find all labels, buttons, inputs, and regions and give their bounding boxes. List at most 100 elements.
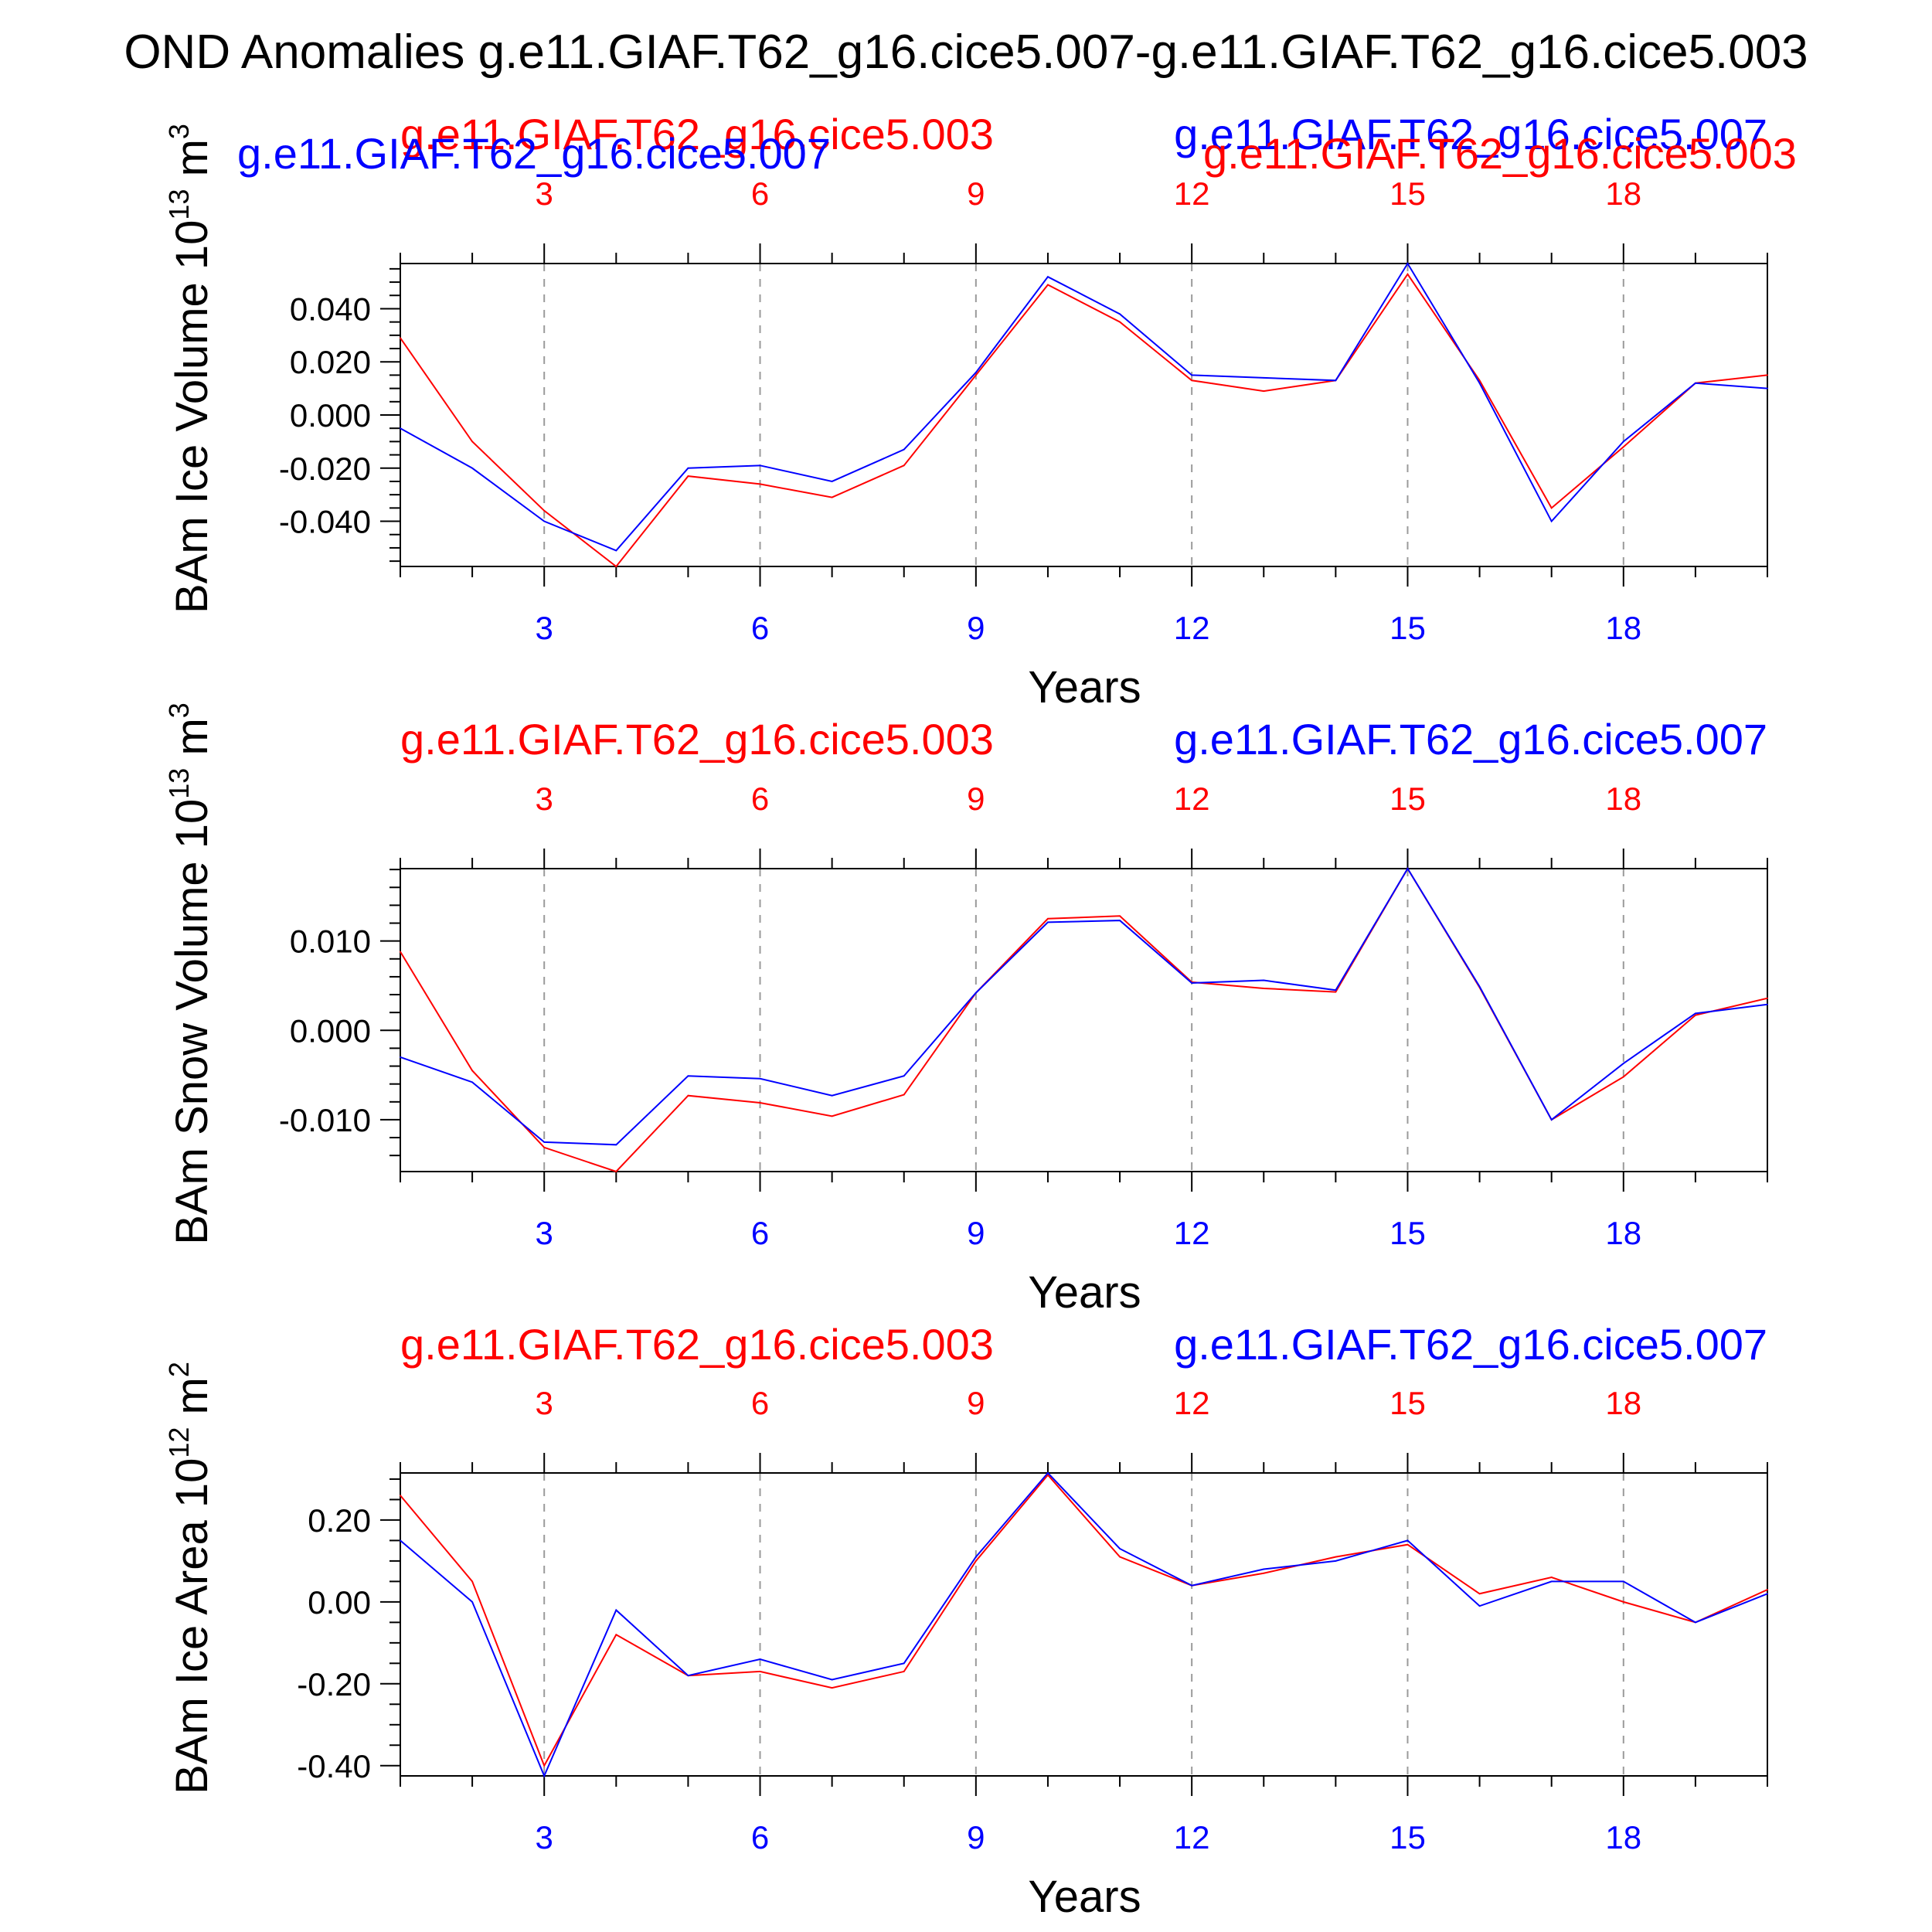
x-tick-label-top: 3 bbox=[536, 175, 553, 212]
x-axis-label: Years bbox=[1028, 1267, 1141, 1318]
x-tick-label-bottom: 12 bbox=[1174, 1215, 1210, 1251]
data-point bbox=[471, 440, 474, 443]
data-point bbox=[1335, 1556, 1337, 1558]
data-point bbox=[1694, 1621, 1696, 1624]
data-point bbox=[1335, 1560, 1337, 1562]
data-point bbox=[543, 1775, 546, 1777]
y-tick-label: 0.00 bbox=[308, 1584, 371, 1621]
y-tick-label: -0.020 bbox=[279, 451, 371, 487]
data-point bbox=[1047, 921, 1049, 923]
data-point bbox=[471, 1070, 474, 1072]
plot-frame bbox=[400, 263, 1768, 567]
run-label: g.e11.GIAF.T62_g16.cice5.007 bbox=[237, 129, 831, 178]
data-point bbox=[1478, 1593, 1481, 1595]
data-point bbox=[543, 520, 546, 522]
data-point bbox=[1767, 1593, 1768, 1595]
y-tick-label: -0.040 bbox=[279, 504, 371, 540]
data-point bbox=[759, 1671, 761, 1672]
data-point bbox=[400, 1539, 401, 1542]
data-point bbox=[1694, 1012, 1696, 1015]
run-label: g.e11.GIAF.T62_g16.cice5.007 bbox=[1174, 1320, 1767, 1369]
x-tick-label-bottom: 6 bbox=[751, 610, 769, 646]
data-point bbox=[1767, 997, 1768, 999]
data-point bbox=[1335, 989, 1337, 992]
x-tick-label-top: 9 bbox=[967, 781, 985, 817]
data-point bbox=[831, 1679, 833, 1681]
data-point bbox=[1694, 382, 1696, 384]
data-point bbox=[1622, 1076, 1624, 1078]
x-axis-label: Years bbox=[1028, 1872, 1141, 1922]
series-line-cice5-003 bbox=[400, 272, 1768, 568]
x-tick-label-bottom: 18 bbox=[1605, 610, 1641, 646]
data-point bbox=[543, 509, 546, 512]
x-tick-label-top: 12 bbox=[1174, 175, 1210, 212]
data-point bbox=[400, 951, 401, 953]
x-tick-label-top: 3 bbox=[536, 781, 553, 817]
x-tick-label-top: 18 bbox=[1605, 175, 1641, 212]
data-point bbox=[1478, 985, 1481, 988]
data-point bbox=[687, 1094, 689, 1097]
data-point bbox=[759, 464, 761, 467]
run-label: g.e11.GIAF.T62_g16.cice5.003 bbox=[400, 110, 994, 158]
data-point bbox=[400, 427, 401, 430]
data-point bbox=[615, 1144, 617, 1146]
x-tick-label-bottom: 6 bbox=[751, 1215, 769, 1251]
data-point bbox=[759, 1077, 761, 1080]
x-tick-label-bottom: 9 bbox=[967, 1215, 985, 1251]
data-point bbox=[1767, 1589, 1768, 1590]
data-point bbox=[1550, 1119, 1553, 1121]
y-tick-label: 0.20 bbox=[308, 1502, 371, 1539]
data-point bbox=[1478, 379, 1481, 382]
x-tick-label-top: 15 bbox=[1389, 1385, 1426, 1421]
data-point bbox=[615, 549, 617, 552]
x-tick-label-bottom: 3 bbox=[536, 610, 553, 646]
data-point bbox=[759, 1102, 761, 1104]
data-point bbox=[1191, 379, 1193, 382]
data-point bbox=[1263, 1572, 1265, 1574]
y-tick-label: 0.000 bbox=[290, 1012, 371, 1049]
data-point bbox=[831, 1094, 833, 1097]
x-tick-label-top: 15 bbox=[1389, 781, 1426, 817]
x-tick-label-top: 6 bbox=[751, 175, 769, 212]
data-point bbox=[831, 481, 833, 482]
x-tick-label-top: 3 bbox=[536, 1385, 553, 1421]
x-tick-label-top: 12 bbox=[1174, 781, 1210, 817]
x-tick-label-bottom: 3 bbox=[536, 1819, 553, 1855]
run-label: g.e11.GIAF.T62_g16.cice5.003 bbox=[1203, 129, 1797, 178]
data-point bbox=[831, 496, 833, 498]
data-point bbox=[903, 1075, 905, 1077]
data-point bbox=[1047, 284, 1049, 286]
data-point bbox=[1478, 382, 1481, 384]
y-tick-label: -0.40 bbox=[297, 1748, 371, 1784]
x-tick-label-bottom: 3 bbox=[536, 1215, 553, 1251]
data-point bbox=[1767, 387, 1768, 389]
data-point bbox=[687, 1675, 689, 1677]
data-point bbox=[1622, 446, 1624, 448]
x-tick-label-bottom: 9 bbox=[967, 1819, 985, 1855]
data-point bbox=[1263, 376, 1265, 379]
y-tick-label: -0.010 bbox=[279, 1102, 371, 1138]
data-point bbox=[1550, 520, 1553, 522]
x-tick-label-top: 9 bbox=[967, 1385, 985, 1421]
y-axis-label: BAm Snow Volume 1013 m3 bbox=[163, 702, 217, 1245]
data-point bbox=[1119, 1556, 1121, 1558]
y-tick-label: 0.040 bbox=[290, 291, 371, 327]
run-label: g.e11.GIAF.T62_g16.cice5.007 bbox=[1174, 715, 1767, 764]
x-tick-label-top: 18 bbox=[1605, 1385, 1641, 1421]
run-label: g.e11.GIAF.T62_g16.cice5.007 bbox=[1174, 110, 1767, 158]
run-label: g.e11.GIAF.T62_g16.cice5.003 bbox=[400, 1320, 994, 1369]
data-point bbox=[903, 464, 905, 467]
data-point bbox=[471, 1580, 474, 1583]
data-point bbox=[1406, 273, 1409, 275]
data-point bbox=[1767, 1003, 1768, 1005]
data-point bbox=[615, 566, 617, 567]
y-tick-label: 0.010 bbox=[290, 923, 371, 960]
data-point bbox=[759, 483, 761, 485]
data-point bbox=[400, 337, 401, 339]
data-point bbox=[1550, 1580, 1553, 1583]
data-point bbox=[543, 1141, 546, 1143]
data-point bbox=[1406, 263, 1409, 264]
data-point bbox=[1119, 1548, 1121, 1549]
x-tick-label-bottom: 9 bbox=[967, 610, 985, 646]
y-tick-label: -0.20 bbox=[297, 1666, 371, 1702]
